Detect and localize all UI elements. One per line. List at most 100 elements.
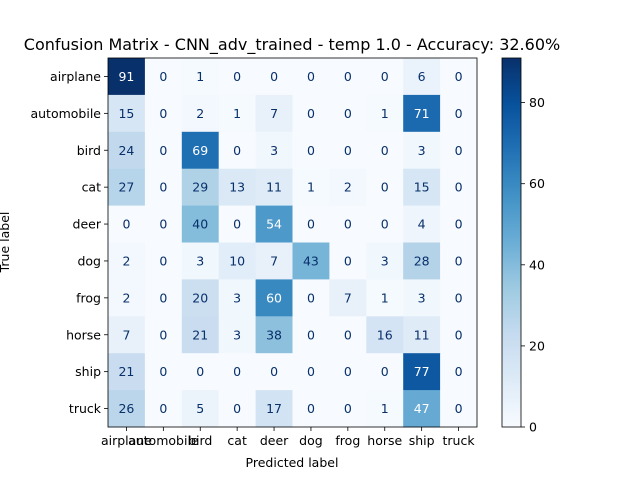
heatmap-cell <box>218 131 257 170</box>
cell-value-label: 0 <box>307 143 315 158</box>
cell-value-label: 6 <box>418 69 426 84</box>
cell-value-label: 54 <box>266 217 282 232</box>
cell-value-label: 10 <box>229 253 245 268</box>
y-tick-label: bird <box>77 143 101 158</box>
cell-value-label: 7 <box>122 327 130 342</box>
cell-value-label: 29 <box>192 180 208 195</box>
heatmap-cell <box>403 131 441 170</box>
y-tick-label: frog <box>76 290 101 305</box>
heatmap-cell <box>181 94 220 133</box>
heatmap-cell <box>292 205 330 243</box>
heatmap-cell <box>255 131 293 170</box>
heatmap-cell <box>292 390 330 428</box>
heatmap-cell <box>329 58 367 96</box>
heatmap-cell <box>292 279 330 317</box>
x-tick-label: horse <box>367 433 402 448</box>
y-tick-label: deer <box>73 217 102 232</box>
cell-value-label: 21 <box>192 327 208 342</box>
cell-value-label: 0 <box>455 69 463 84</box>
y-tick-label: truck <box>69 401 102 416</box>
cell-value-label: 16 <box>377 327 393 342</box>
heatmap-cell <box>440 58 478 96</box>
cell-value-label: 38 <box>266 327 282 342</box>
heatmap-cell <box>440 131 478 170</box>
heatmap-cell <box>440 279 478 317</box>
cell-value-label: 0 <box>122 217 130 232</box>
cell-value-label: 0 <box>307 364 315 379</box>
cell-value-label: 15 <box>414 180 430 195</box>
heatmap-cell <box>255 242 293 280</box>
heatmap-cell <box>181 131 220 170</box>
heatmap-cell <box>218 316 257 354</box>
heatmap-cell <box>440 94 478 133</box>
cell-value-label: 15 <box>118 106 134 121</box>
heatmap-cell <box>108 316 146 354</box>
cell-value-label: 0 <box>233 143 241 158</box>
cell-value-label: 0 <box>233 401 241 416</box>
x-tick-label: bird <box>188 433 212 448</box>
heatmap-cell <box>366 131 404 170</box>
cell-value-label: 1 <box>381 290 389 305</box>
cell-value-label: 40 <box>192 217 208 232</box>
cell-value-label: 0 <box>344 143 352 158</box>
x-tick-label: cat <box>227 433 247 448</box>
heatmap-cell <box>403 279 441 317</box>
heatmap-cell <box>329 168 367 207</box>
cell-value-label: 0 <box>159 327 167 342</box>
cell-value-label: 0 <box>344 253 352 268</box>
cell-value-label: 7 <box>270 106 278 121</box>
cell-value-label: 0 <box>233 364 241 379</box>
cell-value-label: 0 <box>344 217 352 232</box>
cell-value-label: 0 <box>455 106 463 121</box>
cell-value-label: 0 <box>270 364 278 379</box>
x-tick-label: airplane <box>101 433 152 448</box>
cell-value-label: 0 <box>159 69 167 84</box>
cell-value-label: 0 <box>159 290 167 305</box>
plot-frame <box>107 57 478 428</box>
heatmap-cell <box>292 131 330 170</box>
cell-value-label: 0 <box>455 143 463 158</box>
heatmap-cell <box>144 131 183 170</box>
cell-value-label: 0 <box>307 401 315 416</box>
cell-value-label: 11 <box>266 180 282 195</box>
heatmap-cell <box>255 279 293 317</box>
heatmap-cell <box>108 353 146 391</box>
cell-value-label: 2 <box>122 253 130 268</box>
heatmap-cell <box>255 58 293 96</box>
y-tick-label: horse <box>66 327 101 342</box>
heatmap-cell <box>329 131 367 170</box>
heatmap-cell <box>108 242 146 280</box>
heatmap-cell <box>218 353 257 391</box>
heatmap-cell <box>108 94 146 133</box>
cell-value-label: 0 <box>455 253 463 268</box>
heatmap-cell <box>144 390 183 428</box>
cell-value-label: 1 <box>233 106 241 121</box>
heatmap-cell <box>255 94 293 133</box>
cell-value-label: 71 <box>414 106 430 121</box>
heatmap-cell <box>218 242 257 280</box>
cell-value-label: 43 <box>303 253 319 268</box>
cell-value-label: 0 <box>159 253 167 268</box>
y-tick-labels: airplane automobile bird cat deer dog frog hors… <box>30 69 108 416</box>
cell-value-label: 0 <box>455 290 463 305</box>
cell-value-label: 0 <box>159 180 167 195</box>
x-tick-label: frog <box>335 433 360 448</box>
heatmap-cell <box>218 94 257 133</box>
cell-value-label: 0 <box>344 69 352 84</box>
cell-value-label: 0 <box>344 327 352 342</box>
colorbar-gradient <box>501 57 522 428</box>
cell-value-label: 20 <box>192 290 208 305</box>
heatmap-cell <box>440 390 478 428</box>
cell-value-label: 0 <box>270 69 278 84</box>
heatmap-cell <box>403 390 441 428</box>
cell-value-label: 0 <box>344 364 352 379</box>
heatmap-cell <box>181 168 220 207</box>
cell-value-label: 0 <box>159 217 167 232</box>
cell-value-label: 60 <box>266 290 282 305</box>
heatmap-cell <box>218 205 257 243</box>
heatmap-cell <box>366 205 404 243</box>
cell-value-label: 0 <box>344 401 352 416</box>
heatmap-cell <box>144 242 183 280</box>
heatmap-cell <box>440 353 478 391</box>
